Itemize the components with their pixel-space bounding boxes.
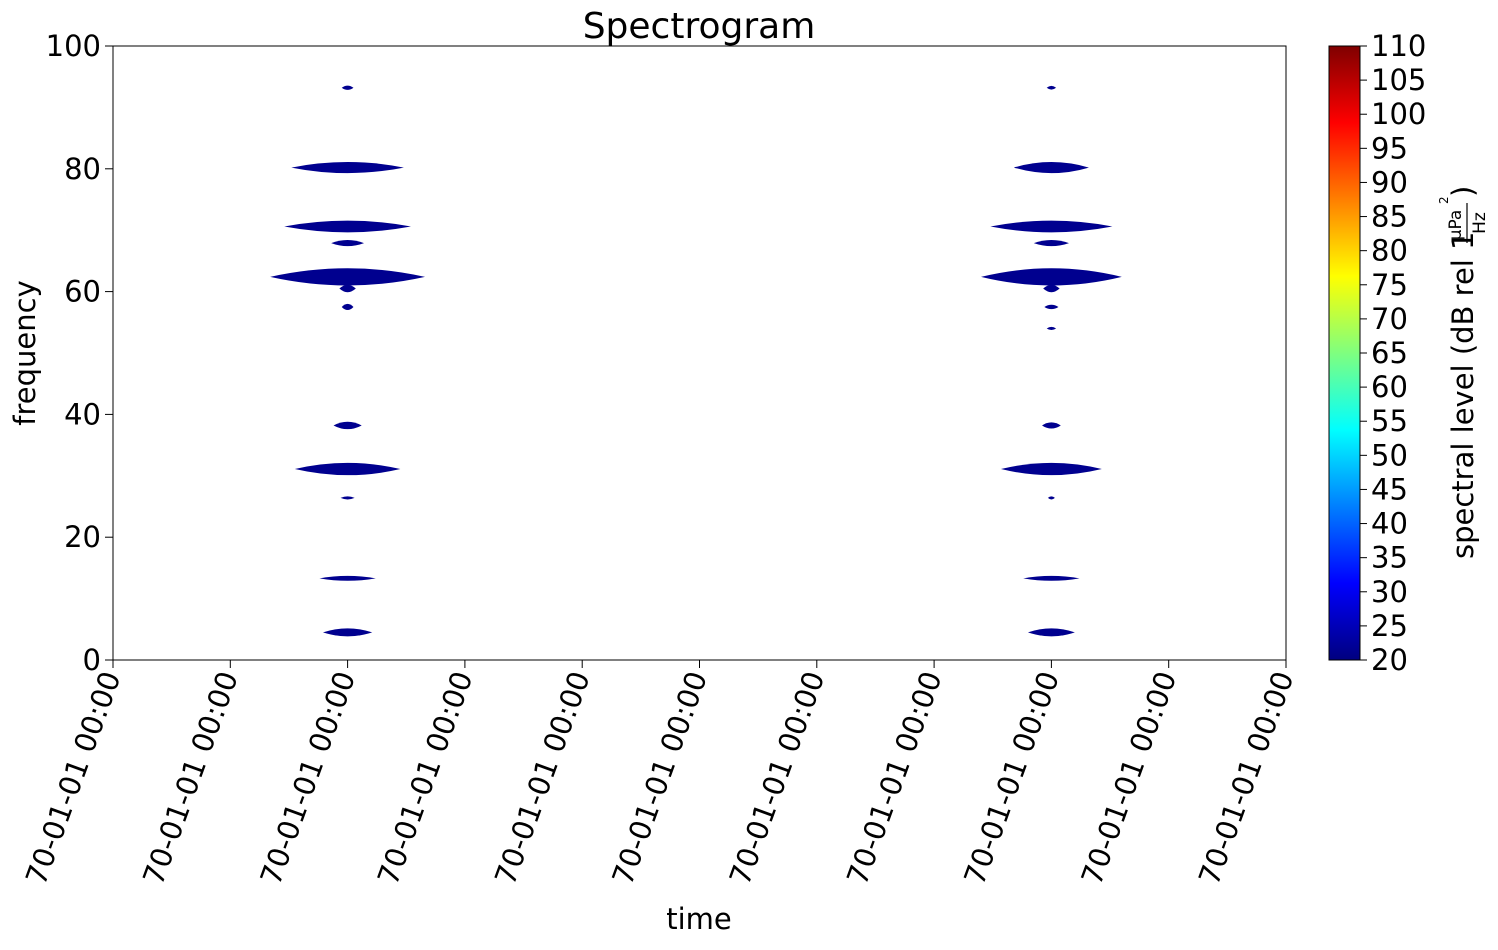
colorbar-tick-label-10: 70 — [1371, 302, 1408, 336]
blob-series2-f2 — [1013, 162, 1089, 174]
colorbar-label-close: ) — [1446, 186, 1480, 197]
colorbar-tick-label-5: 45 — [1371, 472, 1408, 506]
y-tick-label-5: 100 — [46, 29, 101, 63]
blob-series1-f1 — [341, 85, 354, 90]
colorbar-tick-label-16: 100 — [1371, 97, 1426, 131]
colorbar-tick-label-8: 60 — [1371, 370, 1408, 404]
blob-series2-f5 — [981, 268, 1122, 286]
x-tick-label-10: 70-01-01 00:00 — [1192, 667, 1301, 890]
colorbar-tick-label-9: 65 — [1371, 336, 1408, 370]
blob-series1-f4 — [331, 240, 365, 247]
colorbar-label-main: spectral level (dB rel 1 — [1446, 231, 1480, 559]
colorbar-tick-label-18: 110 — [1371, 29, 1426, 63]
colorbar-tick-label-2: 30 — [1371, 575, 1408, 609]
x-tick-label-3: 70-01-01 00:00 — [371, 667, 480, 890]
x-tick-label-8: 70-01-01 00:00 — [957, 667, 1066, 890]
x-tick-label-1: 70-01-01 00:00 — [136, 667, 245, 890]
x-tick-label-7: 70-01-01 00:00 — [840, 667, 949, 890]
blob-series1-f12 — [322, 628, 373, 637]
colorbar-tick-label-17: 105 — [1371, 63, 1426, 97]
blob-series2-f12 — [1023, 575, 1080, 581]
x-axis-label: time — [666, 902, 732, 936]
y-tick-label-4: 80 — [64, 152, 101, 186]
spectrogram-blobs — [270, 85, 1122, 637]
colorbar-tick-label-7: 55 — [1371, 404, 1408, 438]
colorbar-tick-label-12: 80 — [1371, 234, 1408, 268]
colorbar-tick-label-6: 50 — [1371, 438, 1408, 472]
colorbar-tick-label-15: 95 — [1371, 131, 1408, 165]
colorbar-label-exponent: 2 — [1437, 196, 1451, 204]
colorbar-tick-label-4: 40 — [1371, 507, 1408, 541]
x-tick-label-4: 70-01-01 00:00 — [488, 667, 597, 890]
x-tick-label-0: 70-01-01 00:00 — [19, 667, 128, 890]
plot-frame — [112, 45, 1287, 661]
blob-series2-f3 — [990, 220, 1113, 233]
blob-series1-f10 — [340, 496, 355, 500]
colorbar-label-denominator: Hz — [1470, 212, 1490, 234]
x-tick-label-9: 70-01-01 00:00 — [1075, 667, 1184, 890]
colorbar-label: spectral level (dB rel 1 μPa 2 Hz ) — [1437, 186, 1490, 559]
blob-series2-f1 — [1046, 85, 1057, 90]
x-tick-label-5: 70-01-01 00:00 — [605, 667, 714, 890]
blob-series2-f10 — [1000, 462, 1102, 476]
colorbar-tick-label-0: 20 — [1371, 643, 1408, 677]
x-tick-label-2: 70-01-01 00:00 — [253, 667, 362, 890]
colorbar-tick-label-11: 75 — [1371, 268, 1408, 302]
blob-series2-f11 — [1047, 496, 1055, 500]
blob-series2-f6 — [1043, 284, 1060, 293]
blob-series2-f4 — [1033, 240, 1069, 247]
blob-series1-f2 — [291, 162, 404, 174]
x-tick-label-6: 70-01-01 00:00 — [723, 667, 832, 890]
colorbar-ticks: 2025303540455055606570758085909510010511… — [1360, 29, 1426, 677]
blob-series1-f3 — [284, 220, 411, 233]
y-tick-label-2: 40 — [64, 397, 101, 431]
chart-title: Spectrogram — [583, 6, 816, 47]
blob-series2-f9 — [1042, 422, 1061, 429]
blob-series1-f6 — [339, 284, 356, 293]
blob-series2-f13 — [1027, 628, 1075, 637]
y-tick-label-1: 20 — [64, 520, 101, 554]
colorbar-tick-label-1: 25 — [1371, 609, 1408, 643]
colorbar-gradient — [1328, 45, 1361, 661]
y-axis-label: frequency — [8, 280, 42, 425]
colorbar-label-numerator: μPa — [1446, 210, 1466, 241]
blob-series1-f5 — [270, 268, 426, 286]
colorbar-tick-label-13: 85 — [1371, 200, 1408, 234]
y-axis-ticks: 0 20 40 60 80 100 — [46, 29, 113, 677]
blob-series1-f11 — [319, 575, 376, 581]
blob-series1-f8 — [333, 421, 362, 430]
colorbar-tick-label-14: 90 — [1371, 165, 1408, 199]
x-axis-ticks: 70-01-01 00:00 70-01-01 00:00 70-01-01 00:… — [19, 660, 1301, 889]
colorbar-tick-label-3: 35 — [1371, 541, 1408, 575]
blob-series2-f8 — [1046, 326, 1057, 330]
blob-series1-f7 — [341, 303, 354, 311]
y-tick-label-0: 0 — [83, 643, 101, 677]
y-tick-label-3: 60 — [64, 275, 101, 309]
blob-series2-f7 — [1044, 304, 1059, 310]
colorbar: 2025303540455055606570758085909510010511… — [1328, 29, 1490, 677]
blob-series1-f9 — [294, 462, 401, 476]
